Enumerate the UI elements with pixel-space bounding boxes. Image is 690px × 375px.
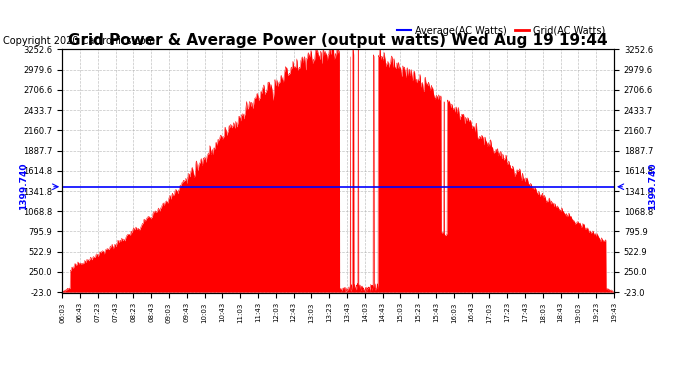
Text: 1399.740: 1399.740: [649, 163, 658, 210]
Text: 1399.740: 1399.740: [19, 163, 28, 210]
Legend: Average(AC Watts), Grid(AC Watts): Average(AC Watts), Grid(AC Watts): [393, 22, 609, 40]
Title: Grid Power & Average Power (output watts) Wed Aug 19 19:44: Grid Power & Average Power (output watts…: [68, 33, 608, 48]
Text: Copyright 2020 Cartronics.com: Copyright 2020 Cartronics.com: [3, 36, 155, 46]
